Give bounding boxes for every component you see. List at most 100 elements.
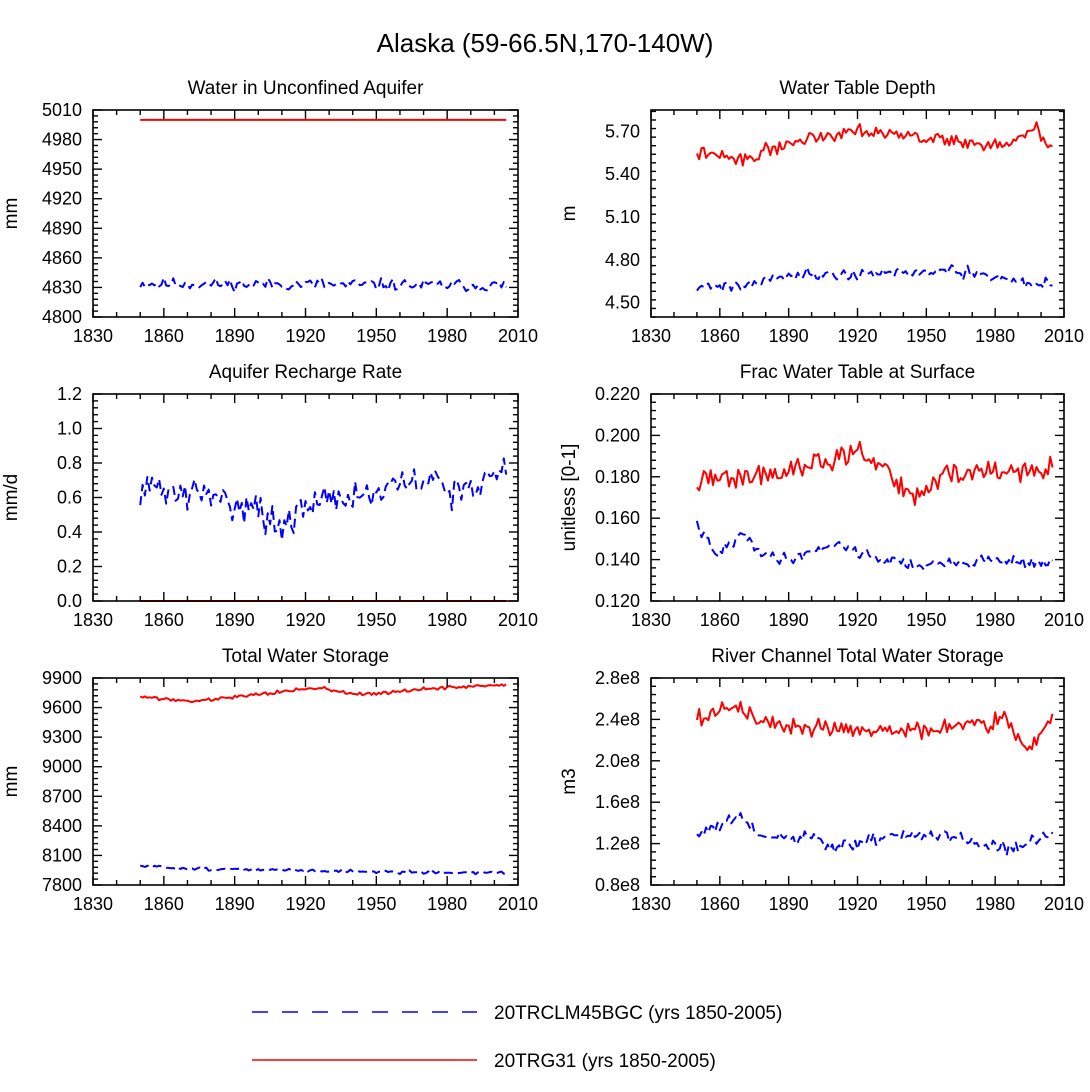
y-tick-label: 0.6 (57, 488, 82, 508)
y-tick-label: 1.6e8 (595, 792, 640, 812)
panel-title: Frac Water Table at Surface (740, 362, 976, 383)
x-tick-label: 1980 (427, 894, 467, 914)
y-tick-label: 8400 (42, 816, 82, 836)
x-tick-label: 1950 (906, 894, 946, 914)
y-axis-label: unitless [0-1] (559, 444, 580, 552)
series-line-exp (139, 683, 507, 704)
y-tick-label: 9600 (42, 698, 82, 718)
x-tick-label: 1950 (906, 326, 946, 346)
y-tick-label: 4950 (42, 159, 82, 179)
y-tick-label: 0.0 (57, 591, 82, 611)
y-tick-label: 0.8 (57, 453, 82, 473)
series-line-ctrl (696, 264, 1053, 293)
y-tick-label: 5.70 (605, 121, 640, 141)
y-tick-label: 8700 (42, 786, 82, 806)
series-line-ctrl (696, 812, 1054, 857)
y-axis-label: mm/d (1, 474, 22, 522)
x-tick-label: 1980 (975, 610, 1015, 630)
y-tick-label: 0.2 (57, 557, 82, 577)
x-tick-label: 2010 (498, 894, 538, 914)
panel-title: Water in Unconfined Aquifer (188, 78, 425, 99)
series-line-ctrl (139, 457, 508, 541)
series-line-exp (696, 440, 1054, 506)
x-tick-label: 1860 (144, 610, 184, 630)
plot-frame (92, 677, 519, 886)
x-tick-label: 1830 (631, 326, 671, 346)
x-tick-label: 1890 (215, 610, 255, 630)
x-tick-label: 1890 (769, 894, 809, 914)
panel-p1: Water in Unconfined Aquifer mm 1830 1860 189… (1, 78, 538, 346)
y-tick-label: 5010 (42, 100, 82, 120)
y-tick-label: 4.80 (605, 250, 640, 270)
x-tick-label: 1830 (73, 326, 113, 346)
y-tick-label: 0.4 (57, 522, 82, 542)
x-tick-label: 1830 (73, 894, 113, 914)
y-axis-label: mm (1, 198, 22, 230)
x-tick-label: 2010 (1044, 610, 1084, 630)
plot-frame (650, 109, 1065, 318)
x-tick-label: 2010 (1044, 326, 1084, 346)
y-tick-label: 0.140 (595, 550, 640, 570)
y-tick-label: 5.40 (605, 164, 640, 184)
panel-title: Aquifer Recharge Rate (209, 362, 402, 383)
x-tick-label: 1920 (837, 610, 877, 630)
x-tick-label: 1950 (356, 894, 396, 914)
y-axis-label: m (559, 206, 580, 222)
chart-panels: Water in Unconfined Aquifer mm 1830 1860 189… (1, 78, 1084, 914)
y-axis-label: m3 (559, 768, 580, 794)
y-tick-label: 4830 (42, 277, 82, 297)
y-tick-label: 1.0 (57, 419, 82, 439)
x-tick-label: 1890 (215, 894, 255, 914)
panel-p4: Frac Water Table at Surface unitless [0-1… (559, 362, 1084, 630)
x-tick-label: 1980 (427, 326, 467, 346)
y-tick-label: 4920 (42, 189, 82, 209)
x-tick-label: 1830 (73, 610, 113, 630)
x-tick-label: 1920 (285, 610, 325, 630)
y-tick-label: 4860 (42, 248, 82, 268)
y-tick-label: 0.160 (595, 508, 640, 528)
x-tick-label: 1920 (837, 326, 877, 346)
x-tick-label: 2010 (498, 326, 538, 346)
y-tick-label: 8100 (42, 845, 82, 865)
series-line-ctrl (695, 520, 1054, 571)
y-tick-label: 0.8e8 (595, 875, 640, 895)
x-tick-label: 1980 (975, 326, 1015, 346)
y-tick-label: 1.2 (57, 384, 82, 404)
plot-frame (92, 393, 519, 602)
y-tick-label: 0.220 (595, 384, 640, 404)
y-tick-label: 2.0e8 (595, 751, 640, 771)
x-tick-label: 1830 (631, 610, 671, 630)
x-tick-label: 1980 (427, 610, 467, 630)
series-line-exp (695, 121, 1053, 167)
y-tick-label: 9900 (42, 668, 82, 688)
x-tick-label: 1950 (356, 610, 396, 630)
legend: 20TRCLM45BGC (yrs 1850-2005) 20TRG31 (yrs… (252, 1003, 782, 1072)
x-tick-label: 1950 (356, 326, 396, 346)
y-tick-label: 4.50 (605, 293, 640, 313)
panel-title: Total Water Storage (222, 646, 389, 667)
y-tick-label: 0.180 (595, 467, 640, 487)
legend-label: 20TRG31 (yrs 1850-2005) (494, 1051, 716, 1072)
panel-title: Water Table Depth (779, 78, 935, 99)
y-tick-label: 2.8e8 (595, 668, 640, 688)
y-tick-label: 4890 (42, 218, 82, 238)
y-tick-label: 2.4e8 (595, 709, 640, 729)
plot-frame (650, 393, 1065, 602)
series-line-ctrl (140, 864, 507, 876)
y-tick-label: 0.200 (595, 425, 640, 445)
x-tick-label: 1950 (906, 610, 946, 630)
x-tick-label: 2010 (498, 610, 538, 630)
panel-p2: Water Table Depth m 1830 1860 1890 1920 1950 19… (559, 78, 1084, 346)
panel-title: River Channel Total Water Storage (711, 646, 1004, 667)
y-tick-label: 9000 (42, 757, 82, 777)
x-tick-label: 2010 (1044, 894, 1084, 914)
x-tick-label: 1830 (631, 894, 671, 914)
x-tick-label: 1890 (215, 326, 255, 346)
x-tick-label: 1860 (700, 610, 740, 630)
x-tick-label: 1860 (700, 894, 740, 914)
y-tick-label: 4980 (42, 130, 82, 150)
x-tick-label: 1860 (144, 894, 184, 914)
series-line-ctrl (139, 276, 508, 294)
x-tick-label: 1920 (285, 326, 325, 346)
